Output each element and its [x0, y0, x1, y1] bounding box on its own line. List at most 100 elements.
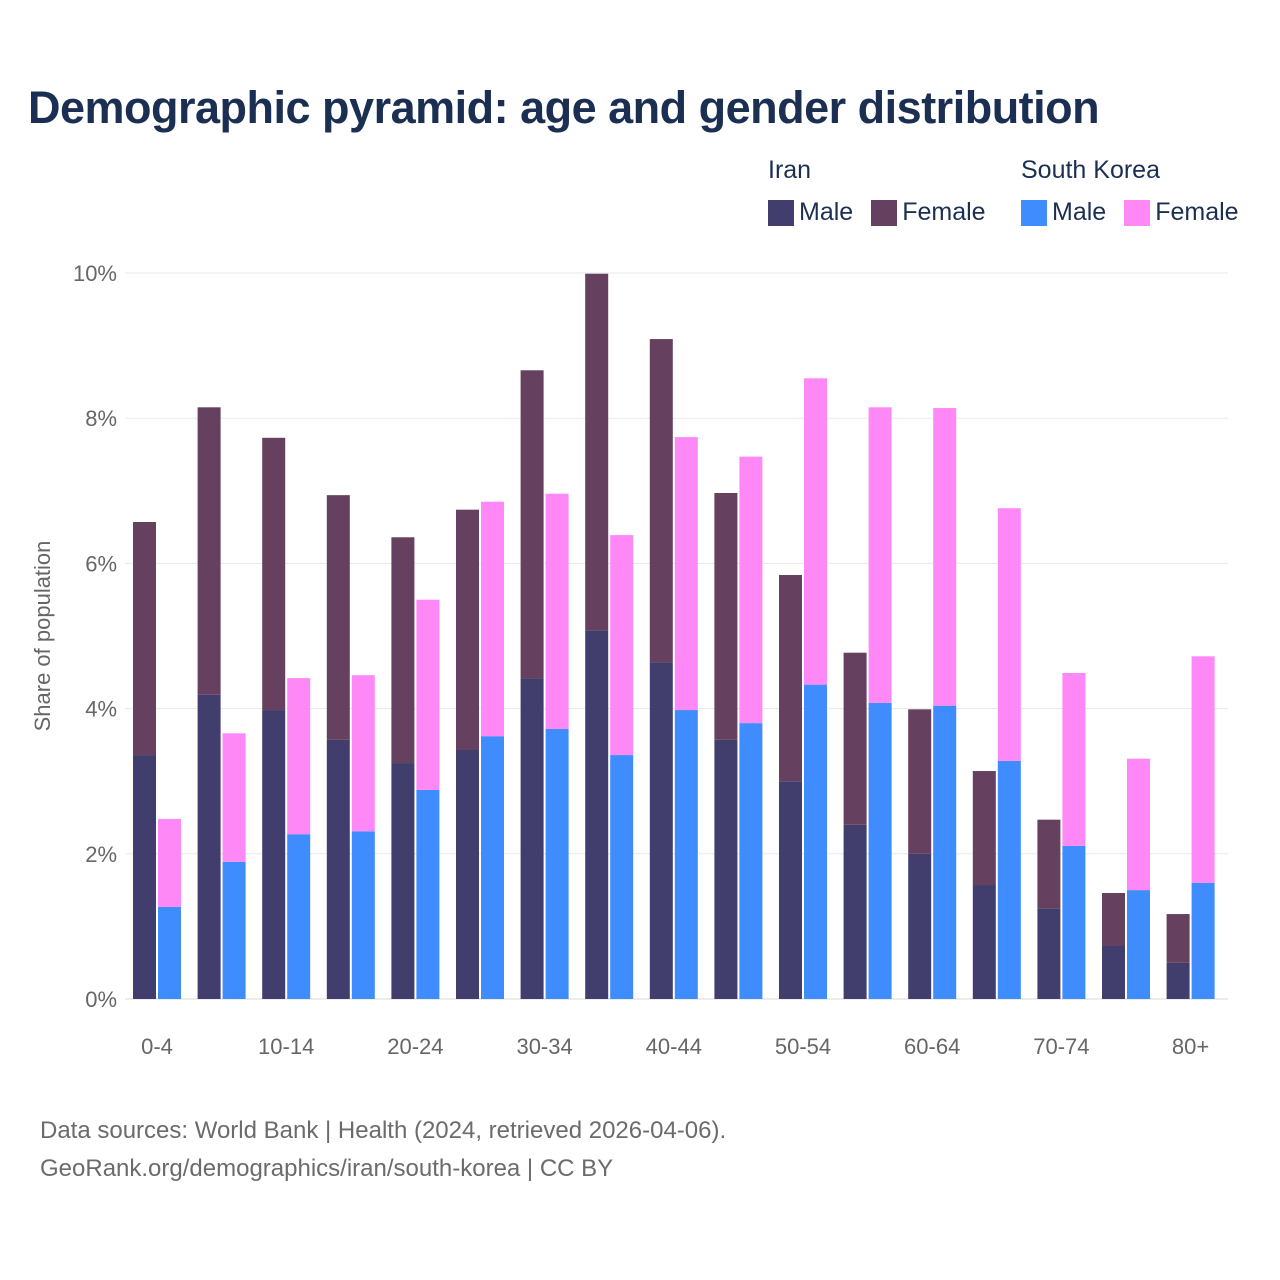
bar-iran-male [520, 678, 544, 999]
y-tick-label: 8% [85, 406, 117, 431]
bar-iran-female [843, 652, 867, 825]
bar-south-korea-female [1062, 673, 1086, 846]
bar-iran-female [133, 522, 156, 756]
x-tick-label: 70-74 [1033, 1034, 1089, 1059]
bar-south-korea-female [287, 678, 311, 835]
x-tick-label: 20-24 [387, 1034, 443, 1059]
bar-south-korea-male [481, 736, 504, 999]
legend-south-korea: Male Female [1021, 198, 1257, 227]
y-tick-label: 10% [73, 261, 117, 286]
bar-south-korea-female [545, 493, 569, 729]
bar-iran-male [1166, 962, 1190, 999]
legend-item-iran-male[interactable]: Male [768, 198, 853, 227]
bar-iran-male [456, 749, 479, 999]
x-tick-label: 40-44 [646, 1034, 702, 1059]
source-line: Data sources: World Bank | Health (2024,… [40, 1117, 727, 1144]
bar-south-korea-male [1062, 845, 1086, 999]
bar-iran-female [197, 407, 221, 695]
swatch-icon [768, 199, 794, 226]
bar-south-korea-female [804, 378, 827, 685]
bar-iran-male [326, 739, 350, 999]
y-tick-label: 0% [85, 987, 117, 1012]
x-tick-label: 60-64 [904, 1034, 960, 1059]
legend-label: Female [1155, 198, 1239, 226]
bar-iran-male [843, 824, 867, 999]
bar-iran-female [1037, 819, 1061, 909]
bar-south-korea-male [351, 831, 375, 999]
bar-iran-male [391, 763, 415, 999]
bar-south-korea-male [1127, 890, 1150, 999]
x-tick-label: 0-4 [141, 1034, 173, 1059]
y-axis-label: Share of population [30, 541, 55, 732]
bar-iran-male [197, 694, 221, 999]
legend-item-iran-female[interactable]: Female [871, 198, 986, 227]
swatch-icon [1021, 199, 1047, 226]
bar-iran-male [585, 630, 609, 999]
bar-south-korea-female [1191, 656, 1215, 883]
bar-iran-male [1102, 946, 1125, 999]
chart-title: Demographic pyramid: age and gender dist… [28, 82, 1100, 133]
legend-group-south-korea: South Korea [1021, 156, 1160, 184]
bar-iran-female [391, 537, 415, 764]
x-tick-label: 30-34 [516, 1034, 572, 1059]
swatch-icon [871, 199, 898, 226]
bar-iran-female [326, 495, 350, 740]
bar-south-korea-female [351, 675, 375, 832]
bar-south-korea-male [1191, 882, 1215, 999]
bar-iran-male [1037, 908, 1061, 999]
bar-south-korea-female [610, 535, 634, 756]
y-tick-label: 6% [85, 551, 117, 576]
bar-south-korea-male [545, 728, 569, 999]
source-link[interactable]: GeoRank.org/demographics/iran/south-kore… [40, 1155, 614, 1182]
bar-south-korea-male [158, 906, 181, 999]
bar-south-korea-male [997, 760, 1021, 999]
bar-south-korea-male [287, 834, 311, 999]
bar-iran-female [1166, 914, 1190, 963]
bar-south-korea-female [997, 508, 1021, 761]
y-tick-label: 2% [85, 842, 117, 867]
bar-iran-female [1102, 893, 1125, 947]
bar-iran-male [133, 755, 156, 999]
legend-label: Female [902, 198, 986, 226]
bar-iran-female [585, 273, 609, 631]
x-tick-label: 80+ [1172, 1034, 1209, 1059]
legend-iran: Male Female [768, 198, 1004, 227]
bar-iran-male [649, 662, 673, 999]
legend-item-sk-male[interactable]: Male [1021, 198, 1106, 227]
legend-label: Male [1052, 198, 1107, 226]
bar-south-korea-female [1127, 758, 1150, 891]
y-tick-label: 4% [85, 697, 117, 722]
x-tick-label: 50-54 [775, 1034, 831, 1059]
bar-iran-female [779, 575, 802, 782]
legend-group-iran: Iran [768, 156, 812, 184]
bar-iran-female [714, 492, 738, 740]
bar-south-korea-male [868, 702, 892, 999]
bar-south-korea-male [416, 789, 440, 999]
bar-iran-female [456, 509, 479, 750]
bar-south-korea-male [610, 755, 634, 999]
bar-south-korea-female [158, 818, 181, 907]
bar-iran-male [779, 781, 802, 999]
bar-iran-female [262, 437, 286, 711]
legend-item-sk-female[interactable]: Female [1124, 198, 1239, 227]
bar-south-korea-female [739, 456, 763, 724]
bar-south-korea-female [416, 599, 440, 790]
bar-iran-female [520, 370, 544, 679]
bar-iran-female [908, 709, 932, 854]
legend-label: Male [799, 198, 854, 226]
bar-south-korea-female [868, 407, 892, 703]
bar-south-korea-male [222, 861, 246, 999]
bar-south-korea-male [674, 710, 698, 999]
bar-iran-male [972, 885, 996, 999]
bar-south-korea-female [222, 733, 246, 862]
bar-south-korea-female [933, 408, 957, 706]
x-tick-label: 10-14 [258, 1034, 314, 1059]
bar-iran-male [908, 853, 932, 999]
bar-iran-male [262, 710, 286, 999]
bar-iran-female [649, 339, 673, 663]
bar-south-korea-female [481, 501, 504, 737]
bar-south-korea-male [804, 684, 827, 999]
bar-south-korea-female [674, 437, 698, 711]
bar-south-korea-male [933, 705, 957, 999]
